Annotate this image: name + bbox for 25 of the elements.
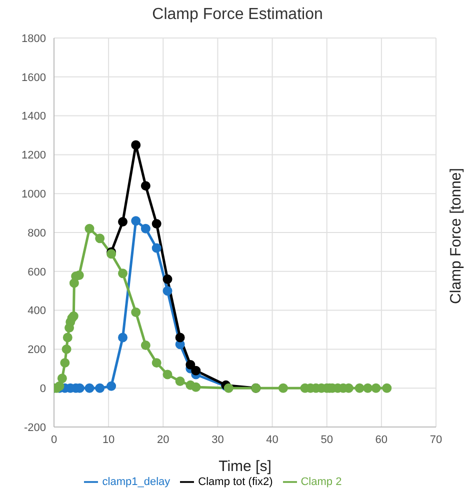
- y-tick-label: 1000: [22, 188, 46, 201]
- x-tick-label: 70: [430, 434, 442, 446]
- x-tick-label: 10: [102, 434, 115, 446]
- y-axis-title: Clamp Force [tonne]: [448, 168, 464, 304]
- legend-label: Clamp 2: [300, 476, 342, 488]
- legend-label: clamp1_delay: [102, 476, 170, 488]
- x-tick-label: 0: [50, 434, 58, 446]
- x-tick-label: 40: [266, 434, 278, 446]
- y-tick-label: 200: [28, 344, 46, 356]
- y-tick-label: 800: [28, 227, 46, 240]
- y-tick-label: 1200: [22, 150, 46, 162]
- y-tick-label: 0: [40, 383, 46, 396]
- y-tick-label: 600: [28, 266, 46, 278]
- legend-label: Clamp tot (fix2): [198, 476, 273, 488]
- y-tick-label: 1600: [22, 72, 46, 84]
- chart-title: Clamp Force Estimation: [151, 6, 324, 24]
- x-axis-title: Time [s]: [218, 458, 272, 475]
- y-tick-label: -200: [24, 422, 46, 434]
- y-tick-label: 400: [28, 305, 46, 318]
- x-tick-label: 30: [212, 434, 224, 446]
- x-tick-label: 20: [157, 434, 170, 446]
- y-tick-label: 1800: [22, 32, 46, 45]
- x-tick-label: 50: [320, 434, 333, 446]
- x-tick-label: 60: [375, 434, 388, 446]
- y-tick-label: 1400: [22, 110, 46, 123]
